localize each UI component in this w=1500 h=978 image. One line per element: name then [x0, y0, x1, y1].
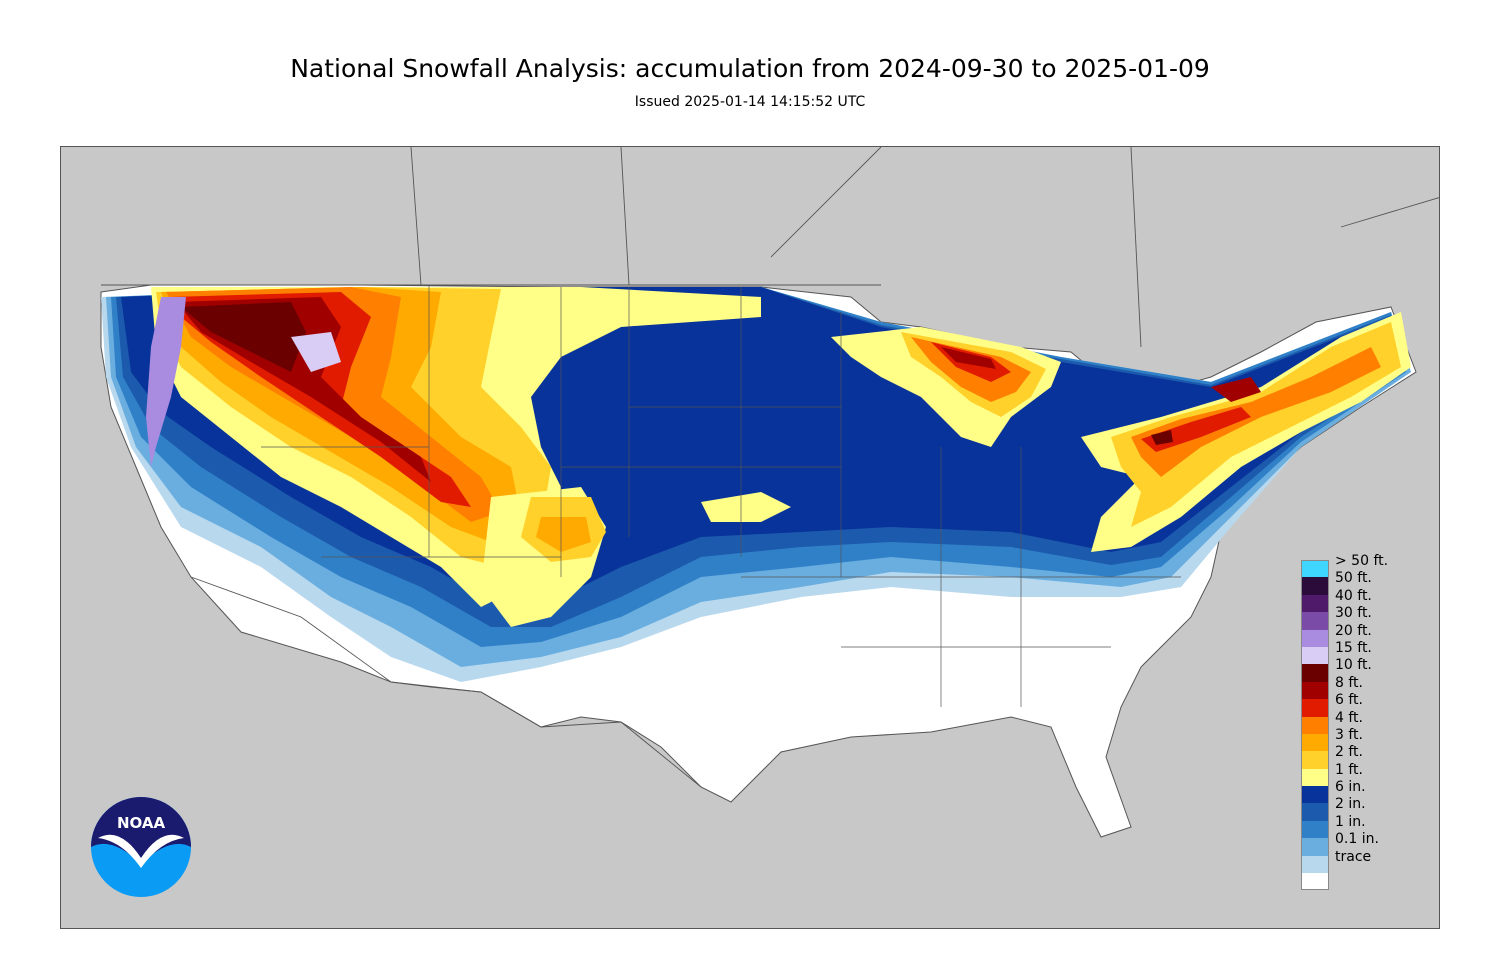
- snow-15ft-west: [291, 332, 341, 372]
- legend-item: 1 in.: [1301, 814, 1411, 839]
- legend-item: 0.1 in.: [1301, 831, 1411, 856]
- legend-swatch: [1301, 577, 1329, 595]
- legend-swatch: [1301, 855, 1329, 874]
- snow-20ft-west: [146, 297, 186, 467]
- country-borders: [101, 147, 1439, 788]
- legend-swatch: [1301, 786, 1329, 804]
- legend-label: 1 in.: [1335, 813, 1366, 830]
- legend-label: 8 ft.: [1335, 674, 1363, 691]
- legend-item: 2 ft.: [1301, 744, 1411, 769]
- state-boundaries: [261, 285, 1181, 707]
- legend-item: 30 ft.: [1301, 605, 1411, 630]
- legend-label: 10 ft.: [1335, 657, 1372, 674]
- legend-swatch: [1301, 768, 1329, 787]
- legend-item: 1 ft.: [1301, 762, 1411, 787]
- legend: > 50 ft. 50 ft. 40 ft. 30 ft. 20 ft. 15 ft. 10…: [1301, 553, 1411, 891]
- legend-swatch: [1301, 560, 1329, 578]
- legend-swatch: [1301, 629, 1329, 647]
- legend-item: 6 ft.: [1301, 692, 1411, 717]
- legend-label: 30 ft.: [1335, 605, 1372, 622]
- legend-item: 4 ft.: [1301, 710, 1411, 734]
- legend-label: 3 ft.: [1335, 726, 1363, 743]
- legend-swatch: [1301, 820, 1329, 839]
- legend-label: 1 ft.: [1335, 761, 1363, 778]
- legend-item: 50 ft.: [1301, 570, 1411, 595]
- legend-label: 20 ft.: [1335, 622, 1372, 639]
- legend-item: trace: [1301, 849, 1411, 874]
- legend-swatch: [1301, 733, 1329, 752]
- legend-item: 40 ft.: [1301, 588, 1411, 613]
- snow-10ft-west: [181, 302, 306, 372]
- snow-4ft-northeast: [1131, 347, 1381, 477]
- legend-swatch: [1301, 716, 1329, 734]
- legend-swatch: [1301, 751, 1329, 769]
- legend-item: [1301, 873, 1411, 891]
- map-canvas: [100, 147, 1439, 838]
- snow-8ft-northeast: [1211, 377, 1261, 402]
- legend-item: 15 ft.: [1301, 640, 1411, 665]
- legend-label: trace: [1335, 848, 1372, 865]
- legend-item: 3 ft.: [1301, 727, 1411, 752]
- legend-swatch: [1301, 681, 1329, 700]
- legend-label: 0.1 in.: [1335, 831, 1379, 848]
- legend-label: 6 in.: [1335, 779, 1366, 796]
- issued-timestamp: Issued 2025-01-14 14:15:52 UTC: [634, 94, 866, 110]
- snowfall-map: [60, 146, 1440, 929]
- legend-swatch: [1301, 803, 1329, 821]
- legend-item: 2 in.: [1301, 796, 1411, 821]
- legend-swatch: [1301, 838, 1329, 856]
- snow-3ft-colorado: [536, 517, 591, 552]
- legend-item: > 50 ft.: [1301, 553, 1411, 578]
- legend-label: 6 ft.: [1335, 692, 1363, 709]
- legend-swatch: [1301, 594, 1329, 613]
- legend-label: 2 ft.: [1335, 744, 1363, 761]
- legend-item: 8 ft.: [1301, 675, 1411, 700]
- legend-label: 4 ft.: [1335, 709, 1363, 726]
- noaa-logo-text: NOAA: [117, 814, 166, 832]
- legend-label: 15 ft.: [1335, 639, 1372, 656]
- legend-swatch: [1301, 612, 1329, 630]
- legend-label: 50 ft.: [1335, 570, 1372, 587]
- legend-label: 2 in.: [1335, 796, 1366, 813]
- snow-1ft-kansas: [701, 492, 791, 522]
- noaa-logo-icon: NOAA: [91, 797, 191, 897]
- legend-swatch: [1301, 873, 1329, 891]
- legend-item: 20 ft.: [1301, 623, 1411, 647]
- legend-label: > 50 ft.: [1335, 553, 1389, 569]
- legend-swatch: [1301, 646, 1329, 665]
- map-title: National Snowfall Analysis: accumulation…: [290, 54, 1210, 83]
- legend-swatch: [1301, 664, 1329, 682]
- legend-item: 6 in.: [1301, 779, 1411, 804]
- legend-label: 40 ft.: [1335, 587, 1372, 604]
- legend-item: 10 ft.: [1301, 657, 1411, 682]
- snow-8ft-tug-hill: [1151, 430, 1173, 445]
- legend-swatch: [1301, 699, 1329, 717]
- snow-8ft-michigan: [941, 347, 996, 369]
